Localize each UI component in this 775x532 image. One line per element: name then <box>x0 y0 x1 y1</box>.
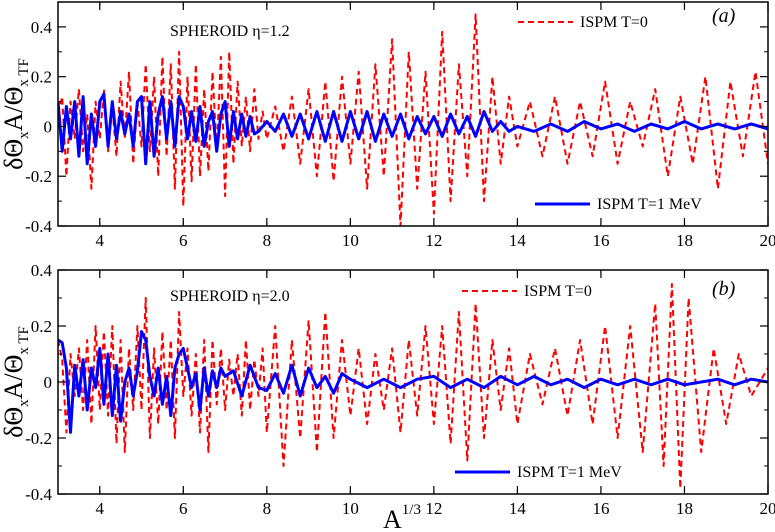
y-tick-label: 0 <box>44 373 53 392</box>
plot-frame <box>57 1 769 227</box>
series-line-t1 <box>58 330 768 434</box>
x-tick-label: 16 <box>592 499 609 518</box>
panel-tag: (b) <box>712 278 736 300</box>
y-tick-label: -0.4 <box>25 217 52 236</box>
x-tick-label: 14 <box>509 231 527 250</box>
series-line-t1 <box>58 92 768 166</box>
y-tick-label: 0.2 <box>31 317 52 336</box>
x-tick-label: 12 <box>425 499 442 518</box>
y-tick-label: -0.2 <box>25 167 52 186</box>
x-tick-label: 12 <box>425 231 442 250</box>
x-tick-label: 10 <box>342 499 359 518</box>
x-tick-label: 8 <box>263 231 272 250</box>
shape-annotation: SPHEROID η=1.2 <box>170 23 290 40</box>
legend-label: ISPM T=0 <box>580 14 648 31</box>
x-tick-label: 4 <box>96 231 105 250</box>
x-axis-label: A1/3 <box>383 502 421 532</box>
x-tick-label: 16 <box>592 231 609 250</box>
x-tick-label: 6 <box>179 499 188 518</box>
y-axis-label: δΘxA/Θx TF <box>0 58 32 170</box>
x-tick-label: 18 <box>676 499 693 518</box>
y-tick-label: -0.2 <box>25 429 52 448</box>
shape-annotation: SPHEROID η=2.0 <box>170 288 290 305</box>
legend-label: ISPM T=1 MeV <box>517 464 622 481</box>
x-tick-label: 10 <box>342 231 359 250</box>
series-line-t0 <box>58 13 768 226</box>
legend-label: ISPM T=1 MeV <box>597 196 702 213</box>
y-tick-label: 0.2 <box>31 68 52 87</box>
panel-tag: (a) <box>712 5 736 27</box>
y-tick-label: 0 <box>44 117 53 136</box>
chart-panel-2: 4 6 8 10 12 14 16 18 20 -0.4 -0.2 0 0.2 0.4 SPHEROID η… <box>0 261 775 532</box>
chart-panel-1: 4 6 8 10 12 14 16 18 20 -0.4 -0.2 0 0.2 0.4 SPHEROID η… <box>0 1 775 250</box>
series-line-t0 <box>58 283 768 490</box>
legend-label: ISPM T=0 <box>524 283 592 300</box>
x-tick-label: 6 <box>179 231 188 250</box>
y-tick-label: -0.4 <box>25 485 52 504</box>
x-tick-label: 8 <box>263 499 272 518</box>
x-tick-label: 18 <box>676 231 693 250</box>
y-tick-label: 0.4 <box>31 18 53 37</box>
y-tick-label: 0.4 <box>31 261 53 280</box>
x-tick-label: 20 <box>760 231 775 250</box>
x-tick-label: 4 <box>96 499 105 518</box>
x-tick-label: 20 <box>760 499 775 518</box>
x-tick-label: 14 <box>509 499 527 518</box>
y-axis-label: δΘxA/Θx TF <box>0 326 32 438</box>
